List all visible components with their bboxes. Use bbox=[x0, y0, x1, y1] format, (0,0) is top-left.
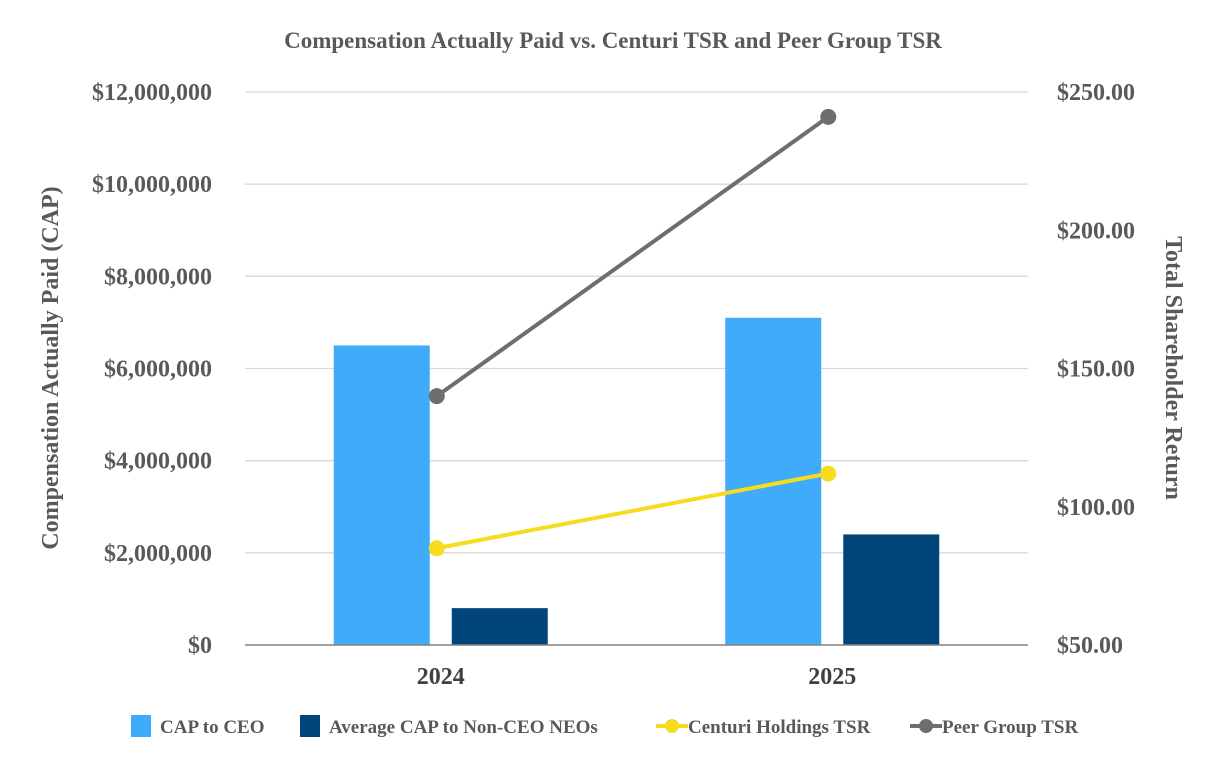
point-centuri-holdings-tsr-2025 bbox=[820, 465, 837, 482]
right-axis-ticks: $50.00 $100.00 $150.00 $200.00 $250.00 bbox=[1057, 80, 1135, 659]
left-axis-ticks: $0 $2,000,000 $4,000,000 $6,000,000 $8,000,0… bbox=[92, 80, 212, 659]
legend-swatch bbox=[131, 715, 151, 737]
y-tick-label: $2,000,000 bbox=[104, 541, 212, 567]
y-tick-label: $4,000,000 bbox=[104, 449, 212, 475]
x-tick-label: 2025 bbox=[808, 664, 856, 690]
bar-average-cap-to-non-ceo-neos-2024 bbox=[451, 608, 548, 645]
legend-label: CAP to CEO bbox=[160, 717, 265, 738]
point-peer-group-tsr-2025 bbox=[820, 108, 837, 125]
bar-cap-to-ceo-2024 bbox=[333, 345, 430, 645]
y-axis-title: Compensation Actually Paid (CAP) bbox=[38, 186, 64, 549]
bars bbox=[333, 317, 940, 645]
y2-axis-title: Total Shareholder Return bbox=[1160, 236, 1186, 500]
chart-title: Compensation Actually Paid vs. Centuri T… bbox=[284, 28, 942, 53]
point-peer-group-tsr-2024 bbox=[428, 388, 445, 405]
legend-swatch bbox=[300, 715, 320, 737]
legend-label: Peer Group TSR bbox=[942, 717, 1078, 738]
y-tick-label: $0 bbox=[188, 633, 212, 659]
bar-average-cap-to-non-ceo-neos-2025 bbox=[843, 534, 940, 645]
point-centuri-holdings-tsr-2024 bbox=[428, 540, 445, 557]
legend: CAP to CEO Average CAP to Non-CEO NEOs Cen… bbox=[131, 715, 1078, 738]
x-axis-ticks: 2024 2025 bbox=[417, 664, 857, 690]
legend-label: Centuri Holdings TSR bbox=[688, 717, 871, 738]
y-tick-label: $12,000,000 bbox=[92, 80, 212, 106]
y2-tick-label: $100.00 bbox=[1057, 495, 1135, 521]
legend-marker bbox=[665, 719, 679, 733]
y2-tick-label: $250.00 bbox=[1057, 80, 1135, 106]
x-tick-label: 2024 bbox=[417, 664, 465, 690]
legend-marker bbox=[919, 719, 933, 733]
line-centuri-holdings-tsr bbox=[436, 471, 829, 551]
y2-tick-label: $200.00 bbox=[1057, 218, 1135, 244]
lines bbox=[428, 108, 837, 557]
y-tick-label: $10,000,000 bbox=[92, 172, 212, 198]
y-tick-label: $6,000,000 bbox=[104, 357, 212, 383]
y-tick-label: $8,000,000 bbox=[104, 264, 212, 290]
bar-cap-to-ceo-2025 bbox=[725, 317, 822, 645]
line-peer-group-tsr bbox=[435, 115, 830, 398]
legend-label: Average CAP to Non-CEO NEOs bbox=[329, 717, 598, 738]
y2-tick-label: $50.00 bbox=[1057, 633, 1123, 659]
y2-tick-label: $150.00 bbox=[1057, 357, 1135, 383]
